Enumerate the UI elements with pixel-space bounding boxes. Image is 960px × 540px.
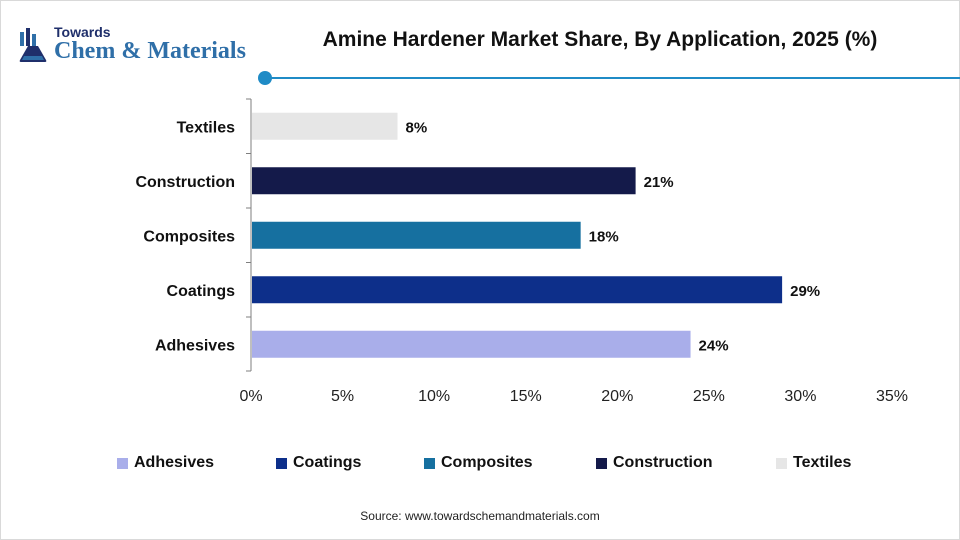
data-label: 29%: [790, 283, 820, 300]
x-tick-label: 30%: [784, 388, 816, 405]
legend-item-composites: Composites: [424, 452, 533, 474]
category-label: Composites: [143, 228, 235, 245]
logo-text-name: Chem & Materials: [54, 38, 246, 64]
x-tick-label: 20%: [601, 388, 633, 405]
x-tick-label: 25%: [693, 388, 725, 405]
data-label: 24%: [699, 337, 729, 354]
chart-title: Amine Hardener Market Share, By Applicat…: [322, 28, 878, 51]
legend-swatch: [276, 457, 287, 469]
x-tick-label: 10%: [418, 388, 450, 405]
legend-label: Construction: [613, 454, 713, 471]
bar-coatings: [252, 276, 783, 304]
category-label: Coatings: [167, 283, 236, 300]
data-label: 18%: [589, 228, 619, 245]
category-label: Textiles: [177, 119, 236, 136]
legend-swatch: [776, 457, 787, 469]
legend-item-adhesives: Adhesives: [117, 452, 214, 474]
bar-construction: [252, 167, 636, 195]
category-label: Adhesives: [155, 337, 235, 354]
x-tick-label: 15%: [510, 388, 542, 405]
legend-item-construction: Construction: [596, 452, 713, 474]
data-label: 8%: [406, 119, 428, 136]
title-rule: [266, 77, 960, 79]
logo-text-towards: Towards: [54, 24, 111, 40]
legend-label: Adhesives: [134, 454, 215, 471]
x-tick-label: 35%: [876, 388, 908, 405]
legend-item-coatings: Coatings: [276, 452, 361, 474]
flask-icon: [19, 28, 47, 62]
bar-composites: [252, 221, 581, 249]
legend-label: Textiles: [793, 454, 852, 471]
x-tick-label: 5%: [331, 388, 354, 405]
legend-label: Composites: [441, 454, 533, 471]
source-note: Source: www.towardschemandmaterials.com: [360, 509, 600, 523]
legend-label: Coatings: [293, 454, 362, 471]
brand-logo: Towards Chem & Materials: [14, 22, 254, 66]
legend-item-textiles: Textiles: [776, 452, 851, 474]
bar-textiles: [252, 112, 398, 140]
legend-swatch: [117, 457, 128, 469]
legend-swatch: [424, 457, 435, 469]
title-rule-dot: [258, 71, 272, 85]
legend-swatch: [596, 457, 607, 469]
category-label: Construction: [135, 174, 235, 191]
x-tick-label: 0%: [239, 388, 262, 405]
chart-legend: Adhesives Coatings Composites Construction T…: [0, 452, 960, 476]
data-label: 21%: [644, 174, 674, 191]
bar-adhesives: [252, 330, 691, 358]
